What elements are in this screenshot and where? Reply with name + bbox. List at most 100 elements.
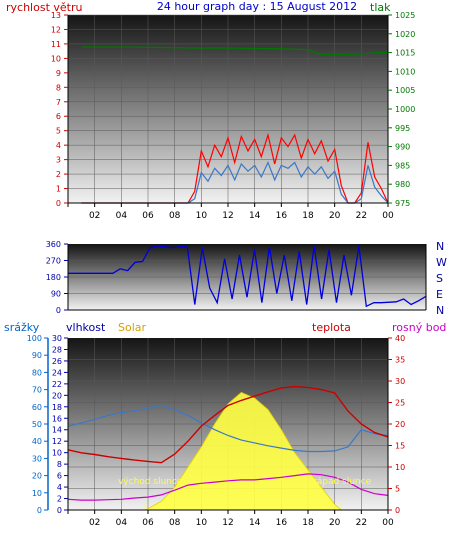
x-tick-label: 12 [222,211,233,221]
compass-label: W [436,256,447,269]
rain-tick-label: 20 [32,472,42,481]
left-tick-label: 6 [56,112,61,121]
x-tick-label: 06 [142,211,154,221]
humidity-tick-label: 18 [52,403,62,412]
right-tick-label: 990 [395,143,410,152]
right-tick-label: 995 [395,124,410,133]
x-tick-label: 10 [196,211,208,221]
x-tick-label: 02 [89,211,100,221]
compass-label: S [436,272,443,285]
left-tick-label: 2 [56,170,61,179]
humidity-tick-label: 8 [57,460,62,469]
humidity-tick-label: 0 [57,506,62,515]
humidity-tick-label: 2 [57,495,62,504]
temperature-tick-label: 5 [395,485,400,494]
compass-label: N [436,240,444,253]
direction-series [68,245,427,308]
temperature-tick-label: 10 [395,463,405,472]
x-tick-label: 10 [196,518,208,528]
right-tick-label: 1020 [395,30,415,39]
compass-label: E [436,288,443,301]
humidity-tick-label: 30 [52,334,62,343]
right-tick-label: 1015 [395,49,415,58]
temperature-tick-label: 20 [395,420,405,429]
left-tick-label: 10 [51,54,61,63]
dewpoint-axis-label: rosný bod [392,321,446,334]
humidity-line [67,404,389,453]
rain-tick-label: 100 [27,334,42,343]
left-tick-label: 5 [56,127,61,136]
pressure-axis-label: tlak [370,1,391,14]
chart-title: 24 hour graph day : 15 August 2012 [157,0,357,13]
left-tick-label: 90 [51,290,61,299]
temperature-tick-label: 25 [395,399,405,408]
temperature-tick-label: 40 [395,334,405,343]
sunset-label: západ slunce [312,477,372,487]
right-tick-label: 1005 [395,86,415,95]
rain-tick-label: 60 [32,403,42,412]
left-tick-label: 360 [46,240,61,249]
left-tick-label: 0 [56,306,61,315]
x-tick-label: 00 [382,211,394,221]
x-tick-label: 22 [356,518,367,528]
temperature-tick-label: 30 [395,377,405,386]
humidity-tick-label: 16 [52,414,62,423]
temperature-tick-label: 0 [395,506,400,515]
x-tick-label: 16 [276,211,288,221]
x-tick-label: 22 [356,211,367,221]
wind-axes: 0123456789101112139759809859909951000100… [51,11,416,221]
humidity-tick-label: 14 [52,426,62,435]
x-tick-label: 00 [382,518,394,528]
humidity-tick-label: 22 [52,380,62,389]
left-tick-label: 270 [46,257,61,266]
temperature-axes: 0102030405060708090100024681012141618202… [27,334,405,528]
left-tick-label: 7 [56,98,61,107]
x-tick-label: 08 [169,211,181,221]
x-tick-label: 18 [302,211,314,221]
rain-tick-label: 50 [32,420,42,429]
right-tick-label: 980 [395,180,410,189]
right-tick-label: 1025 [395,11,415,20]
x-tick-label: 14 [249,518,261,528]
x-tick-label: 04 [116,518,128,528]
left-tick-label: 9 [56,69,61,78]
left-tick-label: 13 [51,11,61,20]
rain-axis-label: srážky [4,321,40,334]
right-tick-label: 1010 [395,67,415,76]
temperature-line [67,385,389,464]
temperature-tick-label: 15 [395,442,405,451]
humidity-axis-label: vlhkost [66,321,106,334]
humidity-tick-label: 4 [57,483,62,492]
humidity-tick-label: 20 [52,391,62,400]
x-tick-label: 16 [276,518,288,528]
right-tick-label: 975 [395,199,410,208]
left-tick-label: 3 [56,156,61,165]
temperature-series [67,385,389,511]
rain-tick-label: 70 [32,386,42,395]
rain-tick-label: 10 [32,489,42,498]
left-tick-label: 8 [56,83,61,92]
solar-area [145,392,342,511]
x-tick-label: 14 [249,211,261,221]
left-tick-label: 12 [51,25,61,34]
rain-tick-label: 90 [32,351,42,360]
left-tick-label: 180 [46,273,61,282]
rain-tick-label: 0 [37,506,42,515]
x-tick-label: 04 [116,211,128,221]
x-tick-label: 20 [329,518,341,528]
temperature-panel: východ slunce západ slunce 0102030405060… [27,334,405,528]
x-tick-label: 02 [89,518,100,528]
wind-axis-label: rychlost větru [6,1,82,14]
temperature-tick-label: 35 [395,356,405,365]
x-tick-label: 06 [142,518,154,528]
rain-tick-label: 80 [32,368,42,377]
x-tick-label: 20 [329,211,341,221]
right-tick-label: 1000 [395,105,415,114]
temperature-axis-label: teplota [312,321,351,334]
humidity-tick-label: 26 [52,357,62,366]
pressure-line [81,46,388,56]
compass-label: N [436,304,444,317]
